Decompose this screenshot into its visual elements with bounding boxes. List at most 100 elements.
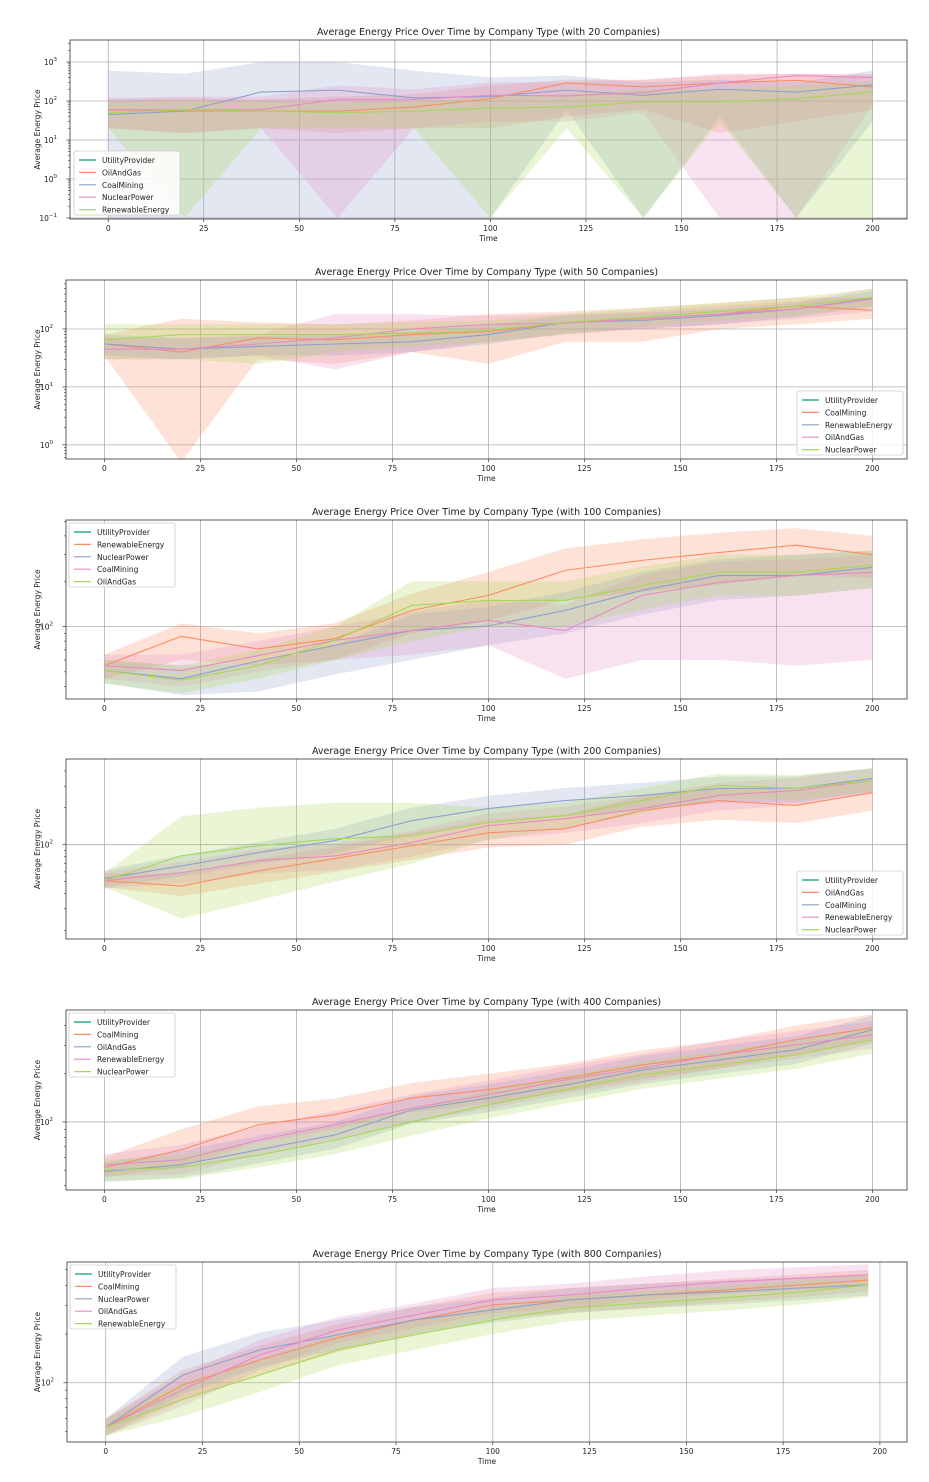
y-tick-exponent: 2 [51,1378,55,1384]
x-tick-label: 150 [673,1195,688,1204]
legend-label: RenewableEnergy [825,913,893,922]
y-tick-exponent: 2 [50,324,54,330]
x-tick-label: 50 [292,464,302,473]
legend-label: CoalMining [98,1282,140,1291]
y-tick-label: 10−1 [39,213,57,223]
y-axis-label: Average Energy Price [33,89,42,170]
x-tick-label: 175 [769,704,784,713]
x-tick-label: 125 [579,224,594,233]
legend-label: UtilityProvider [825,396,879,405]
plot-area [106,1264,869,1435]
plot-area [108,62,872,218]
x-tick-label: 25 [196,1195,206,1204]
legend-label: NuclearPower [98,1295,150,1304]
y-tick-exponent: 2 [50,1117,54,1123]
x-axis-label: Time [477,1457,497,1466]
x-tick-label: 200 [865,704,880,713]
chart-title: Average Energy Price Over Time by Compan… [317,27,660,38]
y-axis-label: Average Energy Price [33,1060,42,1141]
x-tick-label: 0 [102,1195,107,1204]
x-tick-label: 50 [292,1195,302,1204]
legend-label: UtilityProvider [102,156,156,165]
y-tick-label: 100 [40,440,54,450]
y-axis-label: Average Energy Price [33,329,42,410]
x-tick-label: 0 [106,224,111,233]
y-axis-label: Average Energy Price [33,569,42,650]
x-tick-label: 150 [673,464,688,473]
legend-label: CoalMining [825,901,867,910]
x-tick-label: 125 [577,1195,592,1204]
legend-label: RenewableEnergy [102,206,170,215]
x-tick-label: 75 [388,944,398,953]
legend-label: OilAndGas [98,1307,137,1316]
y-tick-exponent: 0 [50,440,54,446]
x-tick-label: 75 [388,704,398,713]
y-tick-exponent: 2 [50,622,54,628]
x-tick-label: 200 [865,464,880,473]
x-tick-label: 150 [674,224,689,233]
y-tick-label: 103 [44,57,58,67]
x-tick-label: 100 [481,704,496,713]
legend-label: RenewableEnergy [97,1055,165,1064]
x-tick-label: 50 [294,1447,304,1456]
y-tick-label: 100 [44,174,58,184]
legend-label: OilAndGas [102,168,141,177]
y-axis-label: Average Energy Price [33,1312,42,1393]
chart-title: Average Energy Price Over Time by Compan… [312,997,661,1008]
x-tick-label: 125 [577,464,592,473]
y-tick-exponent: 1 [50,382,54,388]
y-tick-exponent: 0 [54,174,58,180]
x-axis-label: Time [476,474,496,483]
legend-label: OilAndGas [825,433,864,442]
y-tick-exponent: 2 [50,840,54,846]
x-tick-label: 25 [196,944,206,953]
chart-title: Average Energy Price Over Time by Compan… [312,1249,661,1260]
legend-label: NuclearPower [825,446,877,455]
x-tick-label: 175 [769,944,784,953]
x-tick-label: 50 [292,704,302,713]
legend-label: UtilityProvider [98,1270,152,1279]
chart-title: Average Energy Price Over Time by Compan… [315,267,658,278]
x-tick-label: 200 [865,224,880,233]
x-axis-label: Time [476,714,496,723]
y-axis-label: Average Energy Price [33,809,42,890]
x-tick-label: 0 [102,464,107,473]
legend: UtilityProvider CoalMining NuclearPower Oil… [70,1265,176,1329]
x-tick-label: 175 [769,464,784,473]
x-tick-label: 75 [391,1447,401,1456]
legend-label: UtilityProvider [97,1018,151,1027]
x-tick-label: 25 [198,1447,208,1456]
legend-label: OilAndGas [97,578,136,587]
x-tick-label: 100 [481,464,496,473]
x-tick-label: 75 [388,464,398,473]
y-tick-label: 102 [41,1378,54,1388]
x-tick-label: 100 [483,224,498,233]
legend-label: RenewableEnergy [825,421,893,430]
legend: UtilityProviderCoalMiningOilAndGasRenewa… [69,1013,175,1077]
x-tick-label: 0 [102,944,107,953]
x-axis-label: Time [476,1205,496,1214]
x-tick-label: 0 [103,1447,108,1456]
x-tick-label: 100 [481,944,496,953]
y-tick-exponent: 1 [54,135,58,141]
legend-label: NuclearPower [102,193,154,202]
x-tick-label: 125 [582,1447,597,1456]
legend-label: CoalMining [97,565,139,574]
legend-label: CoalMining [97,1030,139,1039]
x-tick-label: 25 [196,464,206,473]
chart-title: Average Energy Price Over Time by Compan… [312,507,661,518]
x-tick-label: 200 [865,944,880,953]
x-tick-label: 75 [388,1195,398,1204]
x-tick-label: 0 [102,704,107,713]
x-axis-label: Time [476,954,496,963]
y-tick-exponent: 3 [54,57,58,63]
x-tick-label: 175 [776,1447,791,1456]
x-tick-label: 25 [196,704,206,713]
x-tick-label: 175 [769,1195,784,1204]
x-tick-label: 25 [199,224,209,233]
